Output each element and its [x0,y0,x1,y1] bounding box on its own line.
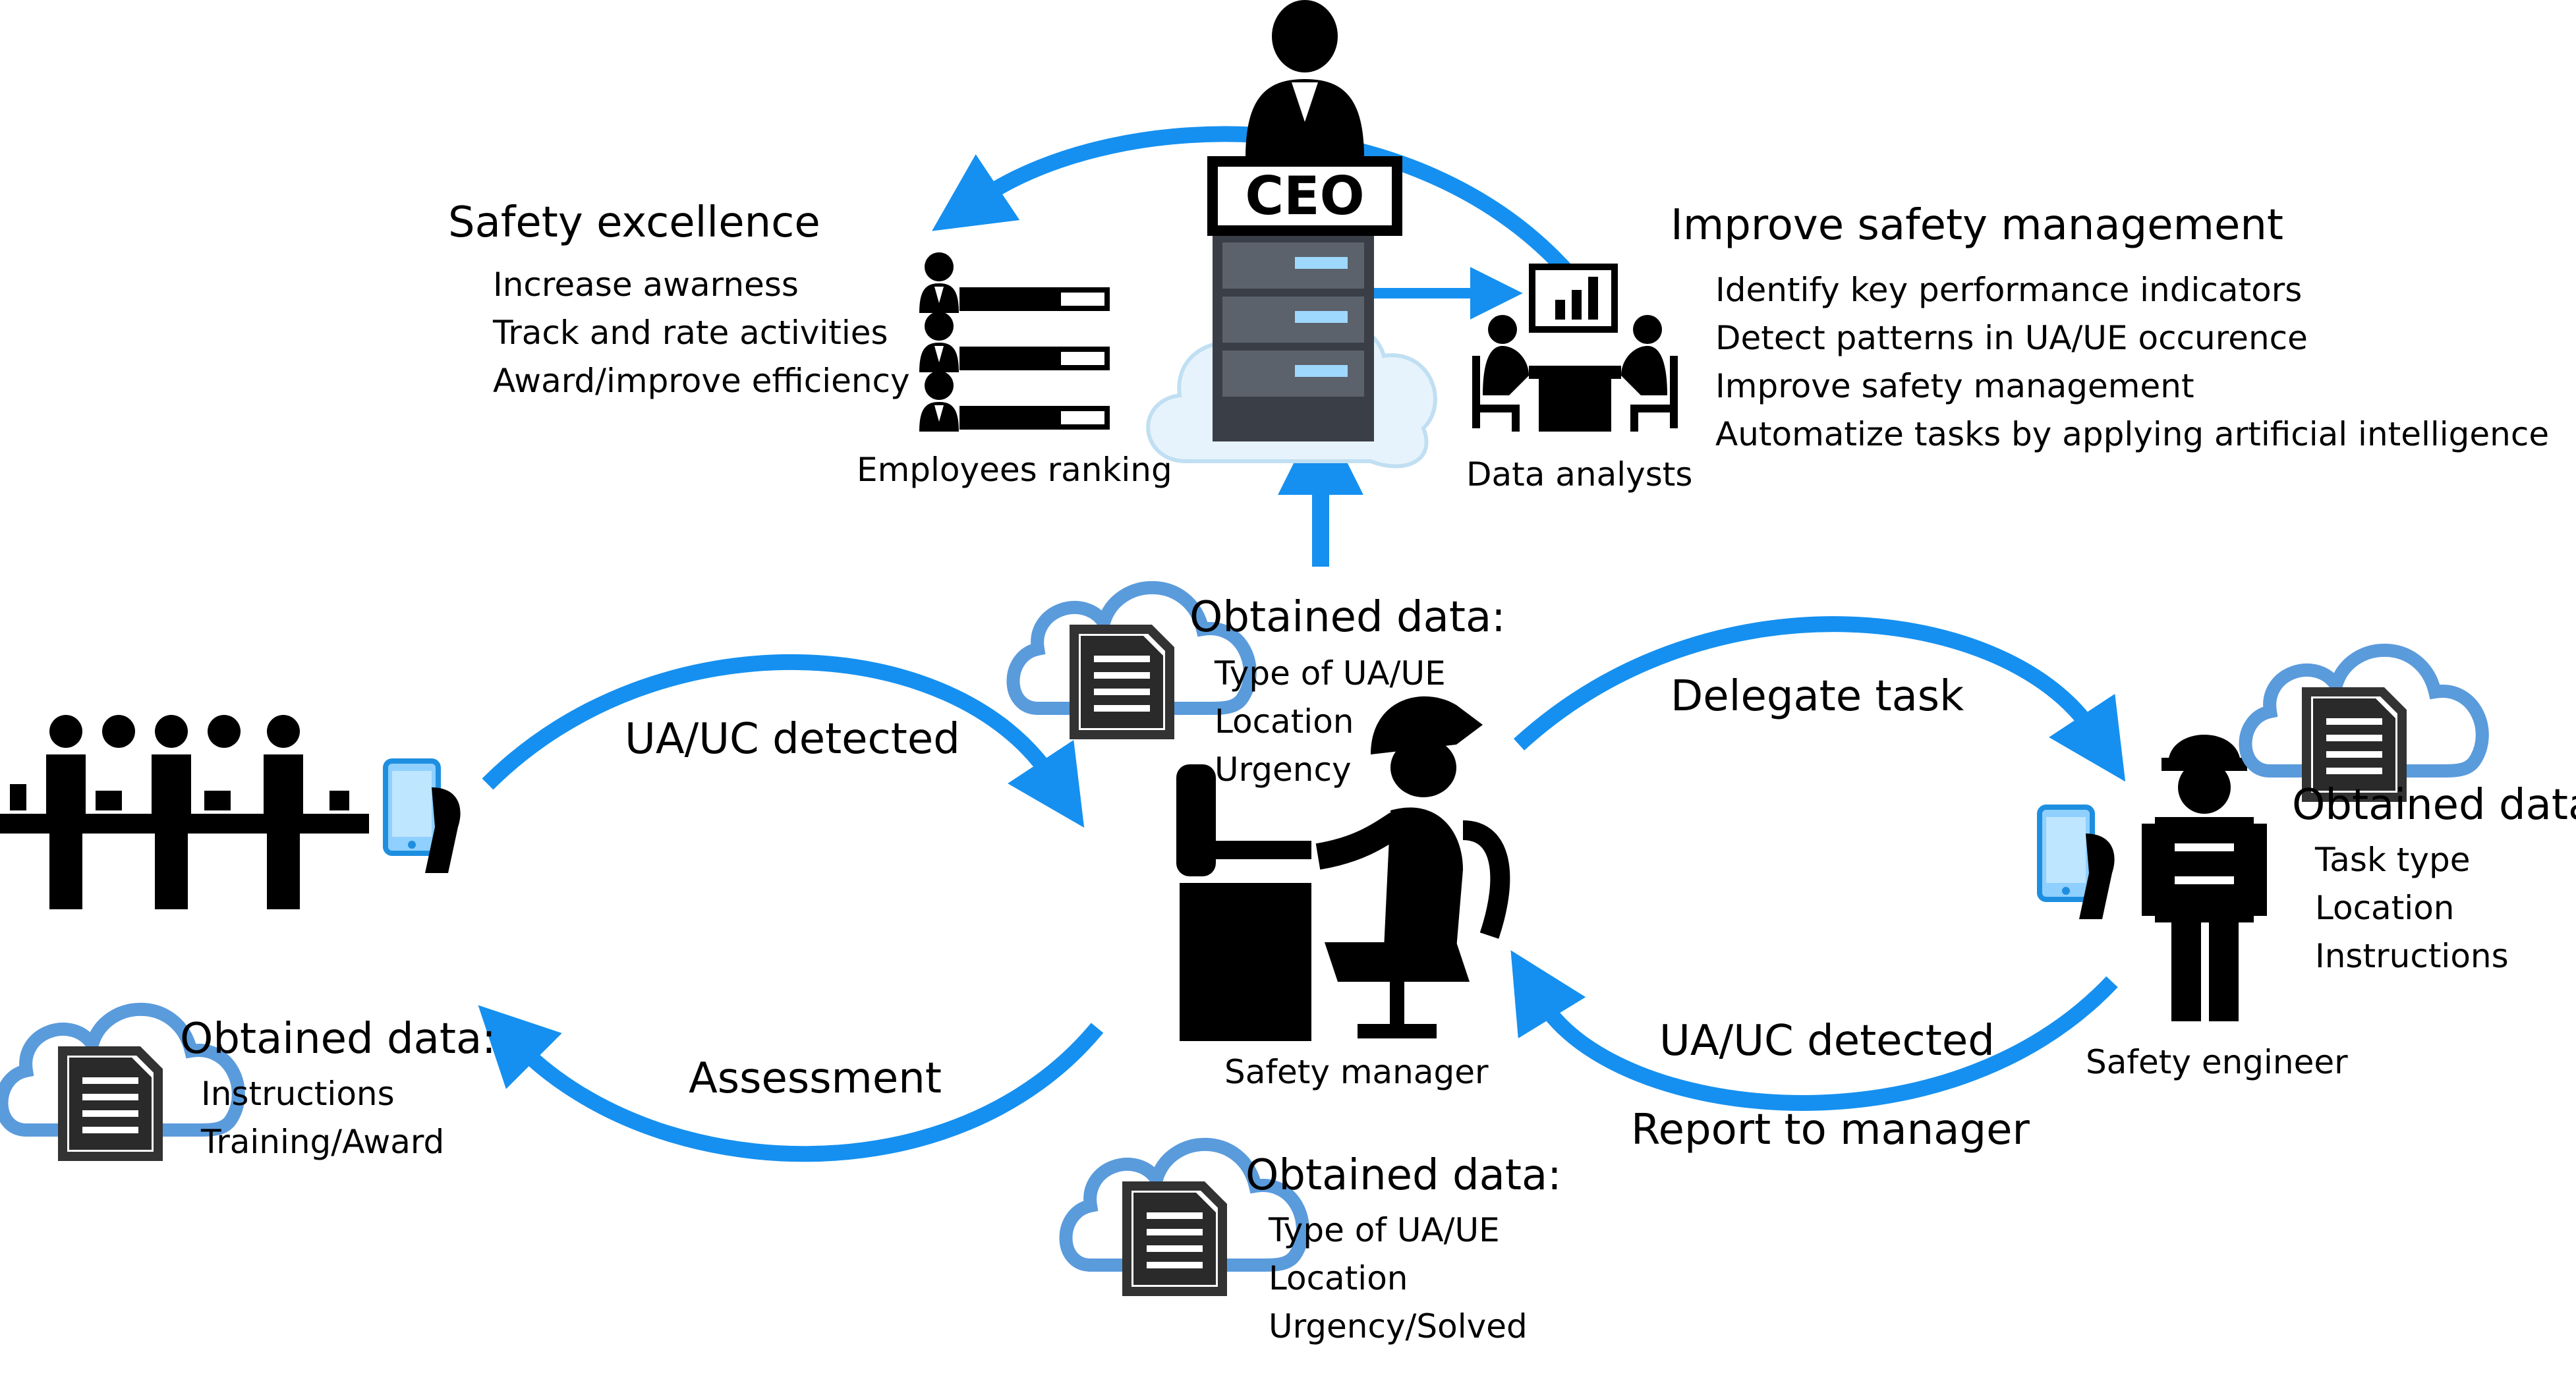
safety-excellence-item: Track and rate activities [493,314,888,352]
improve-safety-item: Improve safety management [1715,367,2194,405]
safety-manager-icon [1176,696,1510,1041]
arrow-engineer-to-manager [1510,950,2118,1111]
cloud-document-icon [2246,650,2482,797]
safety-excellence-title: Safety excellence [448,198,820,247]
obtained-data-item: Instructions [2315,937,2509,975]
data-analysts-icon [1472,264,1678,432]
workers-icon [0,715,369,909]
obtained-data-title: Obtained data: [1189,593,1506,642]
improve-safety-item: Automatize tasks by applying artificial … [1715,415,2550,453]
ceo-icon [1207,0,1402,236]
obtained-data-item: Urgency/Solved [1269,1307,1528,1345]
obtained-data-item: Location [1215,702,1354,741]
obtained-data-item: Training/Award [201,1123,445,1161]
obtained-data-title: Obtained data: [180,1015,496,1063]
arrow-manager-to-engineer [1513,616,2126,782]
obtained-data-item: Location [1269,1259,1408,1297]
improve-safety-item: Identify key performance indicators [1715,271,2303,309]
flow-label-uauc-detected: UA/UC detected [625,715,960,764]
safety-excellence-item: Increase awarness [493,266,799,304]
flow-label-report-to-manager: Report to manager [1631,1106,2030,1154]
obtained-data-item: Urgency [1215,750,1352,789]
flow-label-assessment: Assessment [689,1054,942,1103]
phone-icon [2040,807,2115,919]
obtained-data-title: Obtained data: [2292,781,2576,830]
ceo-sign-text: CEO [1245,165,1364,227]
arrow-workers-to-manager [482,654,1085,828]
improve-safety-title: Improve safety management [1671,201,2283,250]
safety-manager-label: Safety manager [1224,1053,1489,1091]
obtained-data-item: Type of UA/UE [1269,1211,1500,1249]
obtained-data-item: Task type [2315,841,2471,879]
arrow-manager-to-workers [478,1005,1104,1162]
flow-label-uauc-detected-2: UA/UC detected [1659,1017,1995,1065]
obtained-data-item: Type of UA/UE [1215,654,1446,693]
data-analysts-label: Data analysts [1466,455,1693,494]
flow-label-delegate-task: Delegate task [1671,672,1964,721]
obtained-data-title: Obtained data: [1245,1151,1562,1200]
improve-safety-item: Detect patterns in UA/UE occurence [1715,319,2308,357]
obtained-data-item: Instructions [201,1075,395,1113]
safety-engineer-icon [2142,735,2267,1021]
safety-engineer-label: Safety engineer [2086,1043,2348,1081]
phone-icon [386,761,461,873]
employees-ranking-label: Employees ranking [857,451,1172,489]
safety-excellence-item: Award/improve efficiency [493,362,910,400]
obtained-data-item: Location [2315,889,2455,927]
employees-ranking-icon [919,252,1107,432]
server-cloud-icon [1146,231,1437,468]
